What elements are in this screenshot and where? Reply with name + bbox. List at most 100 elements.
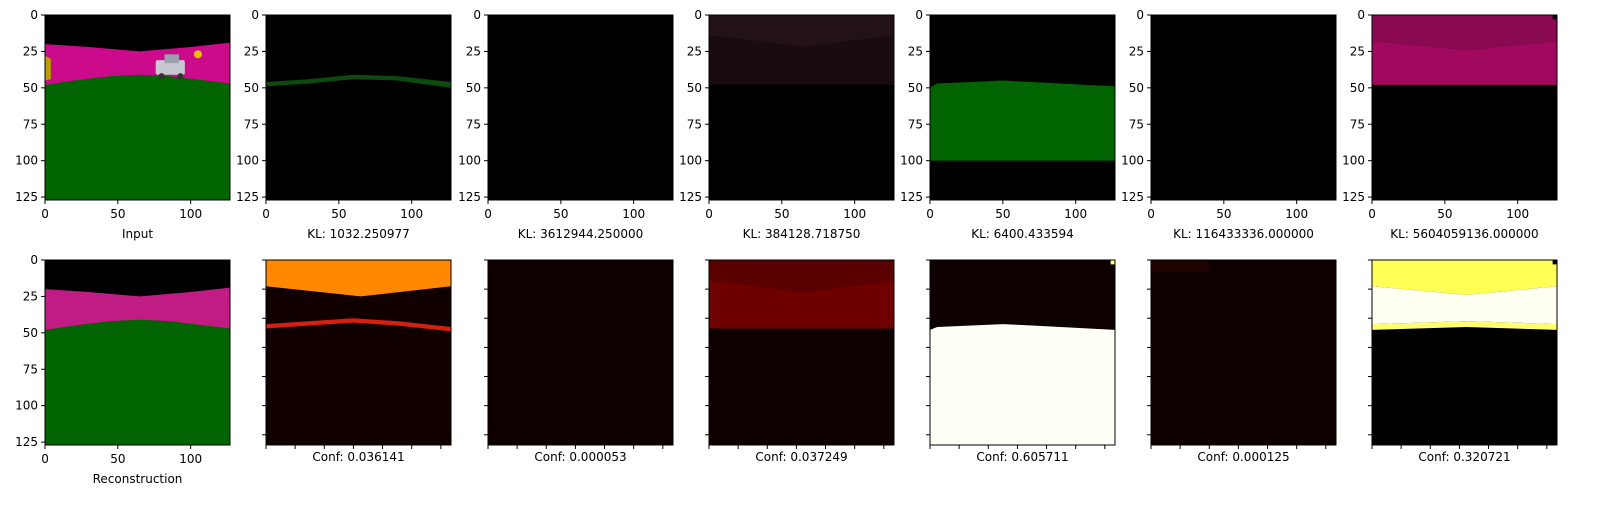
axes-frame [1371, 14, 1558, 201]
y-tick-label: 25 [1129, 44, 1144, 58]
panel-image [1372, 15, 1557, 200]
axes-frame [265, 259, 452, 446]
y-tick-label: 75 [1350, 117, 1365, 131]
y-tick-label: 0 [1357, 8, 1365, 22]
y-tick-label: 0 [473, 8, 481, 22]
white-ground [930, 324, 1115, 445]
x-tick-label: 0 [705, 207, 713, 221]
panel-xlabel: Input [122, 227, 153, 241]
y-tick-label: 100 [679, 154, 702, 168]
x-tick-label: 50 [553, 207, 568, 221]
panel-1-4: Conf: 0.605711 [926, 259, 1116, 464]
y-tick-label: 0 [694, 8, 702, 22]
axes-frame [708, 259, 895, 446]
x-tick-label: 50 [774, 207, 789, 221]
x-tick-label: 0 [41, 452, 49, 466]
y-tick-label: 125 [1342, 190, 1365, 204]
y-tick-label: 0 [1136, 8, 1144, 22]
x-tick-label: 100 [1506, 207, 1529, 221]
y-tick-label: 0 [251, 8, 259, 22]
x-tick-label: 100 [622, 207, 645, 221]
ground-region [45, 74, 230, 200]
axes-frame [1150, 259, 1337, 446]
faint-specks [1151, 260, 1210, 272]
x-tick-label: 0 [926, 207, 934, 221]
panel-image [1151, 15, 1336, 200]
axes-frame [1150, 14, 1337, 201]
y-tick-label: 25 [1350, 44, 1365, 58]
y-tick-label: 0 [30, 8, 38, 22]
yellow-marker [193, 50, 202, 59]
y-tick-label: 125 [236, 190, 259, 204]
x-tick-label: 100 [1285, 207, 1308, 221]
corner-pixel [1110, 260, 1115, 265]
y-tick-label: 50 [1129, 81, 1144, 95]
panel-0-0: 0 50 100 0 25 50 75 100 125 Input [15, 8, 231, 241]
y-tick-label: 100 [236, 154, 259, 168]
background [1151, 15, 1336, 200]
panel-image [709, 15, 894, 200]
sky-upper [1372, 15, 1557, 50]
yellow-horizon [1372, 321, 1557, 330]
y-tick-label: 50 [244, 81, 259, 95]
x-tick-label: 50 [331, 207, 346, 221]
panel-0-5: 0 50 100 0 25 50 75 100 125 KL: 116433336.000000 [1121, 8, 1337, 241]
panel-image [266, 260, 451, 445]
x-tick-label: 0 [484, 207, 492, 221]
y-tick-label: 50 [23, 81, 38, 95]
y-tick-label: 125 [900, 190, 923, 204]
x-tick-label: 50 [110, 207, 125, 221]
panel-xlabel: KL: 384128.718750 [743, 227, 861, 241]
y-tick-label: 100 [1121, 154, 1144, 168]
y-tick-label: 125 [15, 435, 38, 449]
panel-image [1151, 260, 1336, 445]
y-tick-label: 100 [458, 154, 481, 168]
panel-xlabel: KL: 116433336.000000 [1173, 227, 1314, 241]
y-tick-label: 0 [30, 253, 38, 267]
y-tick-label: 25 [23, 44, 38, 58]
y-tick-label: 100 [1342, 154, 1365, 168]
y-tick-label: 100 [15, 154, 38, 168]
panel-xlabel: Conf: 0.036141 [312, 450, 404, 464]
x-tick-label: 50 [110, 452, 125, 466]
y-tick-label: 25 [244, 44, 259, 58]
panel-image [45, 260, 230, 445]
x-tick-label: 100 [843, 207, 866, 221]
panel-0-2: 0 50 100 0 25 50 75 100 125 KL: 3612944.250000 [458, 8, 674, 241]
x-tick-label: 100 [1064, 207, 1087, 221]
panel-xlabel: KL: 6400.433594 [971, 227, 1074, 241]
corner-pixel [1552, 260, 1557, 265]
y-tick-label: 25 [687, 44, 702, 58]
y-tick-label: 50 [908, 81, 923, 95]
panel-xlabel: KL: 5604059136.000000 [1390, 227, 1538, 241]
x-tick-label: 0 [262, 207, 270, 221]
background [488, 15, 673, 200]
y-tick-label: 25 [23, 289, 38, 303]
upper-sky [709, 15, 894, 48]
panel-image [930, 260, 1115, 445]
axes-frame [929, 14, 1116, 201]
panel-xlabel: Conf: 0.320721 [1418, 450, 1510, 464]
sky-lower [1372, 41, 1557, 85]
background [1151, 260, 1336, 445]
y-tick-label: 100 [15, 399, 38, 413]
panel-image [488, 260, 673, 445]
y-tick-label: 125 [679, 190, 702, 204]
x-tick-label: 0 [41, 207, 49, 221]
panel-1-0: 0 50 100 0 25 50 75 100 125 Reconstruction [15, 253, 231, 486]
y-tick-label: 25 [908, 44, 923, 58]
y-tick-label: 75 [908, 117, 923, 131]
y-tick-label: 75 [23, 362, 38, 376]
panel-xlabel: Conf: 0.000125 [1197, 450, 1289, 464]
panel-xlabel: KL: 3612944.250000 [518, 227, 643, 241]
x-tick-label: 100 [179, 452, 202, 466]
panel-image [45, 15, 230, 200]
panel-1-1: Conf: 0.036141 [262, 259, 452, 464]
y-tick-label: 50 [23, 326, 38, 340]
x-tick-label: 100 [400, 207, 423, 221]
car-wheel [158, 73, 165, 80]
axes-frame [929, 259, 1116, 446]
red-horizon [266, 318, 451, 332]
panel-xlabel: Conf: 0.000053 [534, 450, 626, 464]
panel-xlabel: Conf: 0.037249 [755, 450, 847, 464]
